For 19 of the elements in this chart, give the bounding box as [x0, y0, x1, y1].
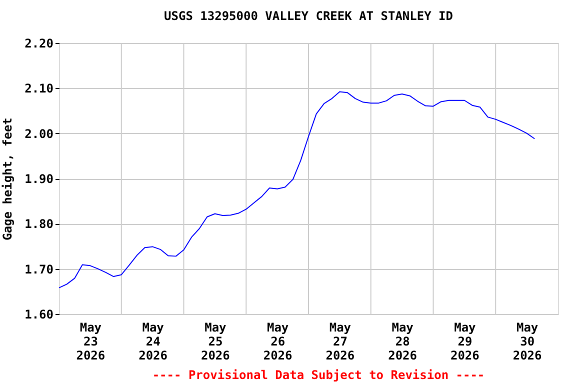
y-tick-label: 2.10 [24, 82, 54, 96]
y-tick-label: 1.90 [24, 172, 54, 186]
y-tick-label: 1.70 [24, 262, 54, 276]
y-tick-label: 2.00 [24, 126, 54, 141]
text: ---- Provisional Data Subject to Revision ---- [152, 368, 485, 382]
y-tick-label: 2.20 [24, 36, 54, 50]
x-tick-label: May 23 2026 [76, 320, 106, 362]
y-axis-title: Gage height, feet [0, 118, 15, 240]
x-tick-label: May 30 2026 [512, 320, 542, 362]
chart-title: USGS 13295000 VALLEY CREEK AT STANLEY ID [164, 9, 453, 23]
x-tick-label: May 27 2026 [326, 320, 355, 362]
x-tick-label: May 28 2026 [388, 320, 418, 362]
y-tick-label: 1.60 [24, 308, 54, 322]
x-tick-label: May 24 2026 [138, 320, 168, 362]
x-tick-label: May 25 2026 [200, 320, 230, 362]
line-series [58, 91, 536, 288]
x-tick-label: May 26 2026 [263, 320, 292, 362]
y-tick-label: 1.80 [24, 217, 54, 232]
x-tick-label: May 29 2026 [450, 320, 480, 362]
